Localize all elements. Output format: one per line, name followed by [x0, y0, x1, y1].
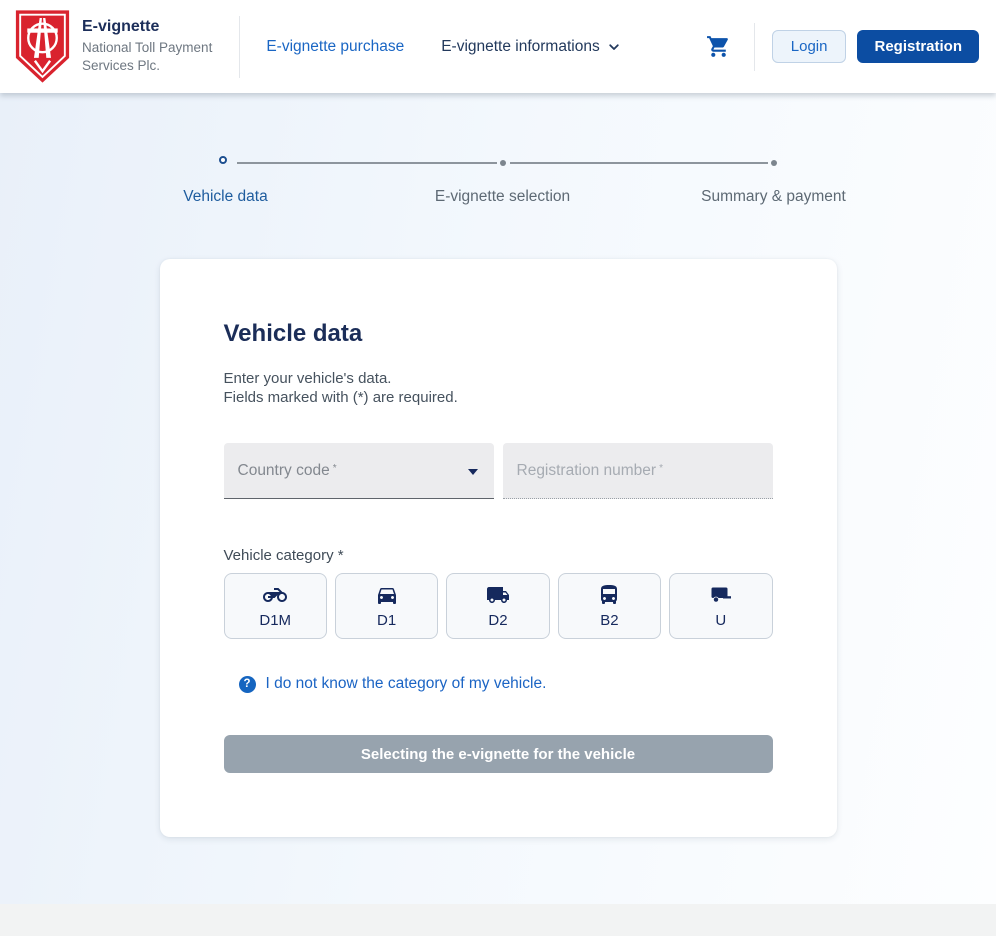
- main-nav: E-vignette purchase E-vignette informati…: [266, 38, 620, 56]
- instructions: Enter your vehicle's data. Fields marked…: [223, 370, 458, 406]
- step-connector: [236, 162, 497, 164]
- category-button-u[interactable]: U: [669, 573, 773, 639]
- step-label-evignette-selection: E-vignette selection: [434, 188, 571, 205]
- footer-strip: [0, 904, 996, 936]
- chevron-down-icon: [609, 43, 619, 50]
- category-code: D1: [377, 612, 397, 629]
- header-divider: [239, 15, 241, 78]
- registration-button[interactable]: Registration: [857, 30, 979, 63]
- vehicle-data-card: Vehicle data Enter your vehicle's data. …: [159, 259, 837, 837]
- step-node-active: [218, 156, 227, 164]
- vehicle-category-label: Vehicle category *: [223, 547, 344, 564]
- step-node: [499, 160, 506, 166]
- brand-logo-shield-icon[interactable]: [14, 8, 71, 85]
- category-button-d1m[interactable]: D1M: [223, 573, 327, 639]
- page-title: Vehicle data: [223, 320, 363, 347]
- vehicle-category-options: D1M D1 D2: [223, 573, 773, 639]
- category-button-b2[interactable]: B2: [557, 573, 662, 639]
- step-label-summary-payment: Summary & payment: [701, 188, 846, 205]
- category-button-d2[interactable]: D2: [446, 573, 550, 639]
- truck-icon: [487, 587, 510, 603]
- trailer-icon: [711, 587, 731, 603]
- select-evignette-submit-button[interactable]: Selecting the e-vignette for the vehicle: [223, 735, 773, 773]
- brand-title: E-vignette: [82, 18, 160, 35]
- step-connector: [509, 162, 768, 164]
- brand-subtitle: National Toll Payment Services Plc.: [82, 40, 213, 73]
- category-code: B2: [600, 612, 619, 629]
- login-button[interactable]: Login: [771, 30, 847, 63]
- motorcycle-icon: [263, 588, 288, 602]
- cart-icon: [706, 36, 728, 57]
- car-icon: [377, 588, 396, 604]
- cart-button[interactable]: [706, 34, 731, 59]
- category-code: D2: [488, 612, 508, 629]
- dropdown-caret-icon: [467, 468, 478, 475]
- help-icon: ?: [238, 675, 256, 693]
- checkout-stepper: Vehicle data E-vignette selection Summar…: [160, 135, 846, 241]
- category-code: U: [715, 612, 727, 629]
- main-content: Vehicle data E-vignette selection Summar…: [0, 93, 996, 904]
- category-help-link[interactable]: ? I do not know the category of my vehic…: [224, 675, 547, 693]
- registration-number-field: Registration number *: [502, 443, 773, 499]
- header: E-vignette National Toll Payment Service…: [0, 0, 996, 93]
- category-button-d1[interactable]: D1: [334, 573, 439, 639]
- step-node: [770, 160, 777, 166]
- nav-evignette-informations[interactable]: E-vignette informations: [441, 38, 621, 56]
- brand-text: E-vignette National Toll Payment Service…: [82, 18, 212, 75]
- country-code-select[interactable]: Country code *: [223, 443, 494, 499]
- country-code-label: Country code *: [237, 461, 337, 479]
- bus-icon: [601, 585, 618, 604]
- nav-evignette-purchase[interactable]: E-vignette purchase: [266, 37, 405, 55]
- header-divider: [753, 22, 755, 71]
- registration-number-input[interactable]: [502, 443, 773, 498]
- category-help-label: I do not know the category of my vehicle…: [265, 675, 547, 692]
- category-code: D1M: [259, 612, 292, 629]
- fields-row: Country code * Registration number *: [223, 443, 773, 499]
- step-label-vehicle-data: Vehicle data: [183, 188, 268, 205]
